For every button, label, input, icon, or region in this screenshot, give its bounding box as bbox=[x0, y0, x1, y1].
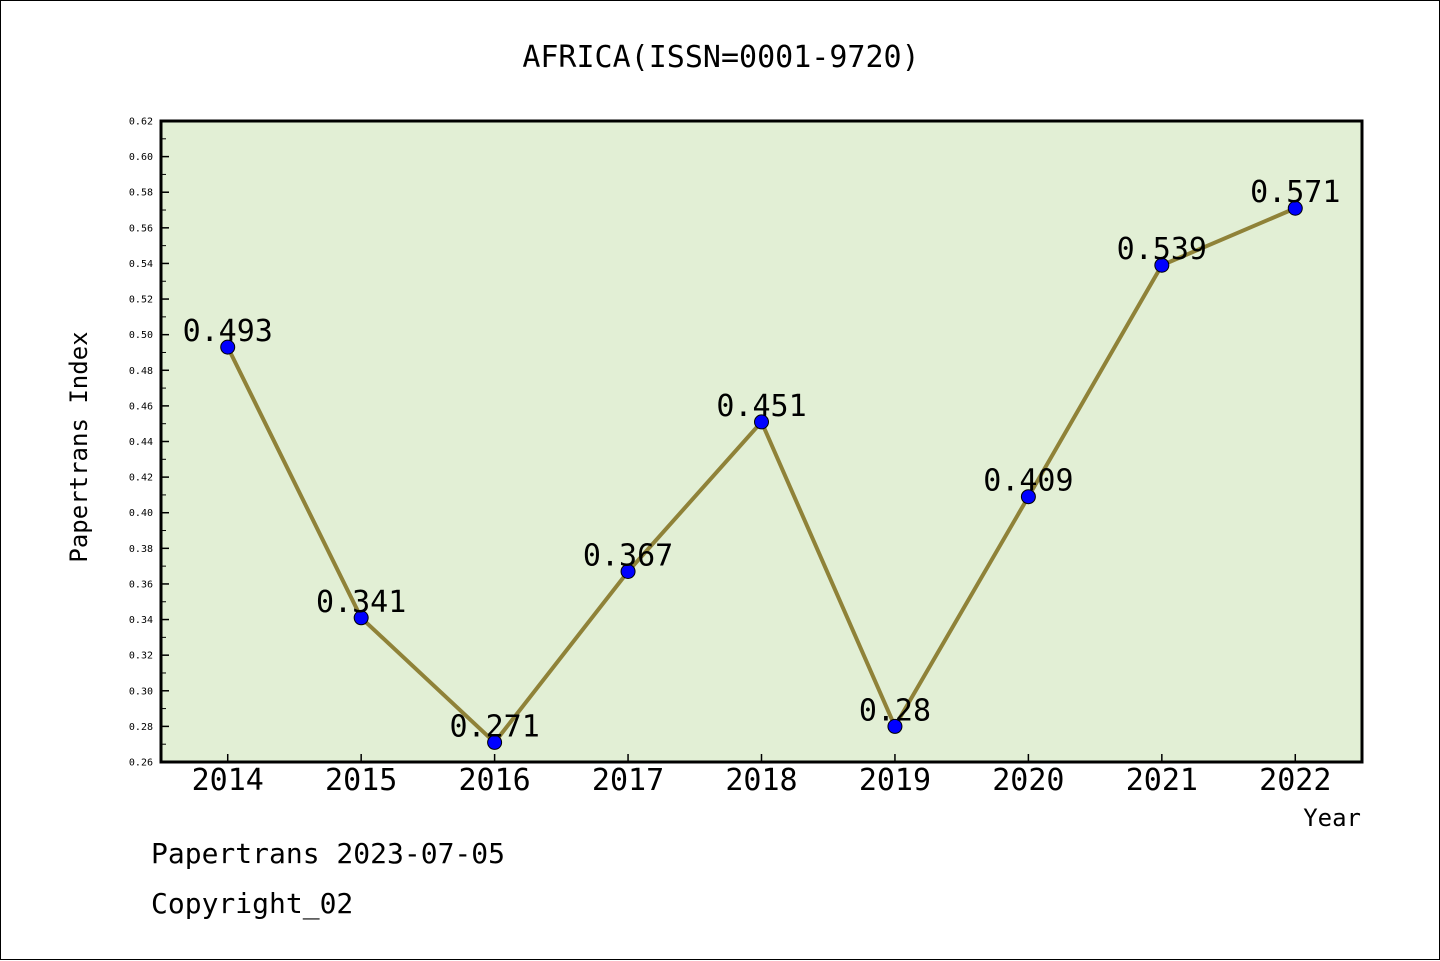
data-label: 0.271 bbox=[449, 709, 539, 744]
series-layer: 0.493 0.341 0.271 0.367 0.451 0.28 0.409 0.539 0… bbox=[183, 175, 1340, 750]
data-point bbox=[487, 734, 503, 750]
x-tick-label: 2020 bbox=[992, 763, 1064, 798]
chart-title: AFRICA(ISSN=0001-9720) bbox=[522, 40, 919, 75]
y-tick-label: 0.44 bbox=[129, 437, 153, 448]
y-tick-label: 0.48 bbox=[129, 366, 153, 377]
y-tick-label: 0.30 bbox=[129, 686, 153, 697]
y-tick-label: 0.54 bbox=[129, 259, 153, 270]
y-tick-label: 0.36 bbox=[129, 579, 153, 590]
data-point bbox=[1287, 200, 1303, 216]
footer-copyright: Copyright_02 bbox=[151, 887, 354, 920]
data-point bbox=[220, 339, 236, 355]
data-label: 0.571 bbox=[1250, 175, 1340, 210]
y-tick-label: 0.40 bbox=[129, 508, 153, 519]
x-tick-label: 2016 bbox=[458, 763, 530, 798]
data-label: 0.28 bbox=[859, 693, 931, 728]
y-tick-label: 0.32 bbox=[129, 651, 153, 662]
data-label: 0.409 bbox=[983, 464, 1073, 499]
x-tick-label: 2014 bbox=[192, 763, 264, 798]
y-tick-label: 0.46 bbox=[129, 401, 153, 412]
y-tick-label: 0.62 bbox=[129, 117, 153, 128]
y-tick-label: 0.34 bbox=[129, 615, 153, 626]
y-tick-label: 0.56 bbox=[129, 223, 153, 234]
data-label: 0.341 bbox=[316, 585, 406, 620]
y-tick-label: 0.26 bbox=[129, 758, 153, 769]
x-axis-label: Year bbox=[1303, 804, 1361, 832]
data-label: 0.539 bbox=[1117, 232, 1207, 267]
y-tick-label: 0.28 bbox=[129, 722, 153, 733]
x-tick-label: 2017 bbox=[592, 763, 664, 798]
x-tick-label: 2019 bbox=[859, 763, 931, 798]
x-axis: 2014 2015 2016 2017 2018 2019 2020 2021 2022 bbox=[192, 754, 1331, 798]
plot-area bbox=[159, 119, 1364, 764]
data-label: 0.451 bbox=[716, 389, 806, 424]
y-axis: 0.26 0.28 0.30 0.32 0.34 0.36 0.38 0.40 0.42 0.44… bbox=[129, 117, 169, 769]
x-tick-label: 2021 bbox=[1126, 763, 1198, 798]
y-tick-label: 0.38 bbox=[129, 544, 153, 555]
data-label: 0.367 bbox=[583, 538, 673, 573]
data-point bbox=[1154, 257, 1170, 273]
data-point bbox=[887, 718, 903, 734]
data-point bbox=[353, 610, 369, 626]
x-tick-label: 2022 bbox=[1259, 763, 1331, 798]
data-point bbox=[1020, 489, 1036, 505]
footer-stamp: Papertrans 2023-07-05 bbox=[151, 837, 506, 870]
y-tick-label: 0.50 bbox=[129, 330, 153, 341]
data-label: 0.493 bbox=[183, 314, 273, 349]
x-tick-label: 2018 bbox=[725, 763, 797, 798]
x-tick-label: 2015 bbox=[325, 763, 397, 798]
data-point bbox=[620, 563, 636, 579]
y-axis-label: Papertrans Index bbox=[65, 331, 93, 562]
y-tick-label: 0.52 bbox=[129, 295, 153, 306]
y-tick-label: 0.58 bbox=[129, 188, 153, 199]
y-tick-label: 0.42 bbox=[129, 473, 153, 484]
data-point bbox=[754, 414, 769, 430]
y-tick-label: 0.60 bbox=[129, 152, 153, 163]
